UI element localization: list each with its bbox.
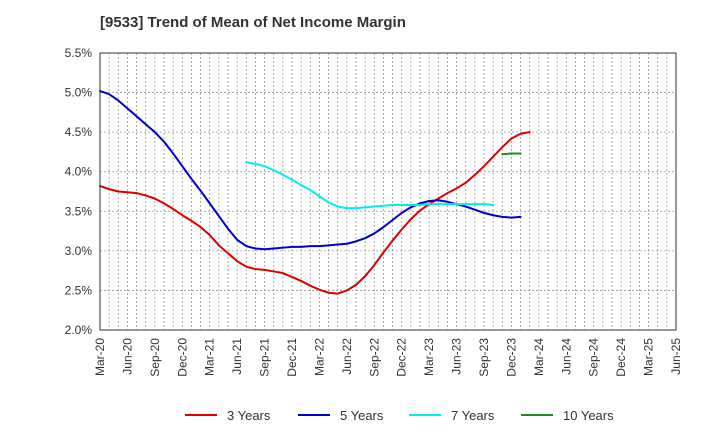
series-line-3-years	[99, 131, 531, 295]
x-tick-label: Dec-22	[395, 338, 409, 377]
y-tick-label: 4.0%	[65, 165, 93, 179]
x-tick-label: Jun-21	[230, 338, 244, 375]
x-tick-label: Mar-20	[93, 338, 107, 376]
x-tick-label: Dec-23	[504, 338, 518, 377]
x-tick-label: Dec-20	[175, 338, 189, 377]
legend-item-7-years: 7 Years	[409, 405, 494, 425]
x-axis-ticks: Mar-20 Jun-20 Sep-20 Dec-20 Mar-21 Jun-21 Sep-…	[93, 338, 683, 377]
x-tick-label: Dec-21	[285, 338, 299, 377]
legend-label-3-years: 3 Years	[227, 407, 271, 423]
x-tick-label: Jun-23	[450, 338, 464, 375]
x-tick-label: Mar-23	[422, 338, 436, 376]
series-lines	[99, 89, 531, 295]
y-tick-label: 2.0%	[65, 323, 93, 337]
x-tick-label: Dec-24	[614, 338, 628, 377]
legend-label-5-years: 5 Years	[340, 407, 384, 423]
x-tick-label: Mar-25	[642, 338, 656, 376]
x-tick-label: Mar-21	[203, 338, 217, 376]
x-tick-label: Jun-22	[340, 338, 354, 375]
x-tick-label: Sep-22	[367, 338, 381, 377]
x-tick-label: Jun-24	[559, 338, 573, 375]
legend-item-10-years: 10 Years	[521, 405, 614, 425]
y-tick-label: 4.5%	[65, 125, 93, 139]
chart-title: [9533] Trend of Mean of Net Income Margi…	[100, 14, 406, 31]
y-tick-label: 5.0%	[65, 86, 93, 100]
x-tick-label: Mar-24	[532, 338, 546, 376]
x-tick-label: Mar-22	[312, 338, 326, 376]
legend-swatch-3-years	[185, 414, 217, 416]
legend-item-5-years: 5 Years	[298, 405, 383, 425]
x-tick-label: Jun-25	[669, 338, 683, 375]
y-tick-label: 3.5%	[65, 204, 93, 218]
y-axis-ticks: 2.0% 2.5% 3.0% 3.5% 4.0% 4.5% 5.0% 5.5%	[65, 46, 93, 337]
y-tick-label: 5.5%	[65, 46, 93, 60]
series-line-7-years	[245, 161, 495, 210]
legend-swatch-7-years	[409, 414, 441, 416]
series-line-5-years	[99, 89, 522, 251]
x-tick-label: Sep-23	[477, 338, 491, 377]
grid-lines	[100, 53, 676, 330]
legend-swatch-5-years	[298, 414, 330, 416]
x-tick-label: Sep-24	[587, 338, 601, 377]
legend-label-10-years: 10 Years	[563, 407, 614, 423]
x-tick-label: Jun-20	[120, 338, 134, 375]
x-tick-label: Sep-21	[258, 338, 272, 377]
plot-border	[99, 52, 677, 331]
legend-label-7-years: 7 Years	[451, 407, 495, 423]
y-tick-label: 2.5%	[65, 283, 93, 297]
legend-swatch-10-years	[521, 414, 553, 416]
y-tick-label: 3.0%	[65, 244, 93, 258]
legend-item-3-years: 3 Years	[185, 405, 270, 425]
x-tick-label: Sep-20	[148, 338, 162, 377]
legend: 3 Years 5 Years 7 Years 10 Years	[0, 405, 720, 427]
series-line-10-years	[501, 152, 522, 156]
